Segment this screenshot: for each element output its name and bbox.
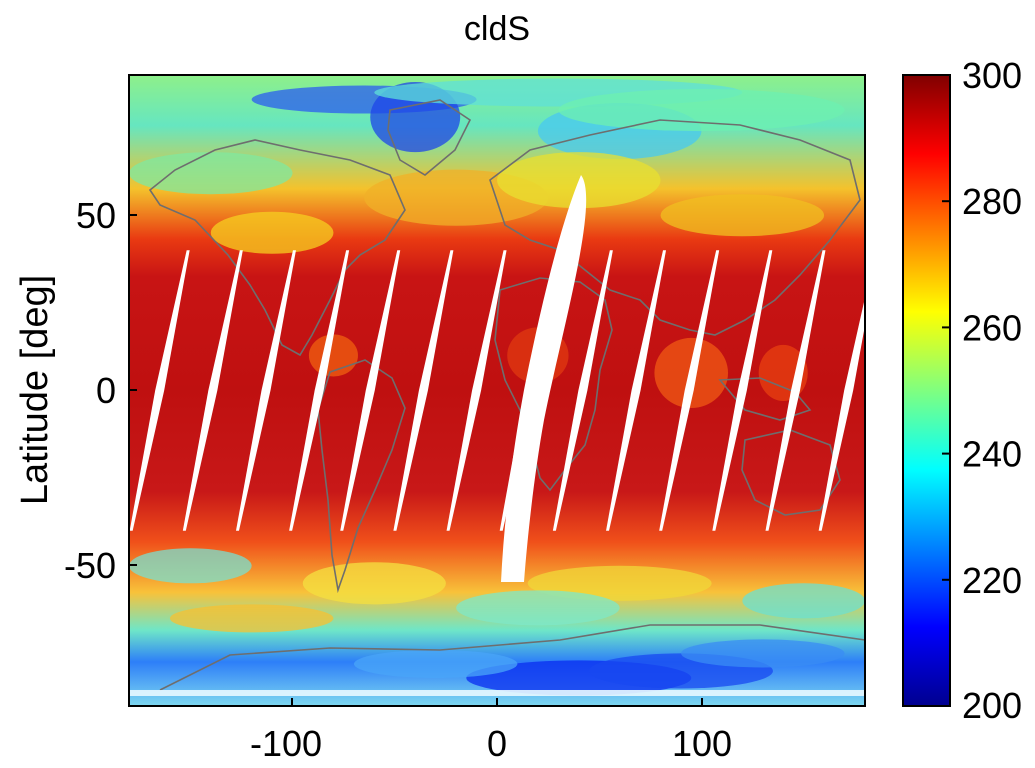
colorbar-tick-label: 300 bbox=[962, 55, 1022, 96]
chart-title: cldS bbox=[464, 10, 530, 48]
heatmap-patch bbox=[169, 604, 334, 633]
colorbar-tick-label: 240 bbox=[962, 434, 1022, 475]
plot-area bbox=[129, 75, 865, 706]
heatmap-patch bbox=[742, 583, 865, 619]
swath-gap-large bbox=[501, 175, 587, 582]
heatmap-patch bbox=[681, 639, 845, 668]
heatmap-patch bbox=[302, 562, 446, 605]
x-axis: -100 0 100 bbox=[250, 698, 732, 764]
colorbar-tick-label: 260 bbox=[962, 307, 1022, 348]
coastline-greenland bbox=[387, 99, 472, 176]
heatmap-patch bbox=[497, 152, 661, 209]
heatmap-patch bbox=[456, 590, 620, 626]
coastline-antarctica bbox=[159, 624, 865, 691]
y-tick-label: 0 bbox=[96, 370, 116, 411]
heatmap-patch bbox=[660, 194, 825, 237]
swath-gap bbox=[393, 250, 454, 531]
x-tick-label: 100 bbox=[672, 723, 732, 764]
heatmap-patch bbox=[558, 89, 845, 132]
colorbar-ticks: 300 280 260 240 220 200 bbox=[942, 55, 1022, 726]
coastline-south-america bbox=[317, 359, 406, 594]
swath-gap bbox=[552, 250, 613, 531]
swath-gap bbox=[712, 250, 773, 531]
swath-gaps bbox=[129, 250, 865, 531]
swath-gap bbox=[340, 250, 401, 531]
x-tick-label: -100 bbox=[250, 723, 322, 764]
coastline-africa bbox=[494, 277, 613, 492]
missing-data-row bbox=[129, 690, 865, 696]
colorbar-tick-label: 280 bbox=[962, 181, 1022, 222]
coastline-maritime-continent bbox=[718, 377, 812, 421]
swath-gap bbox=[446, 250, 507, 531]
heatmap-patch bbox=[527, 565, 712, 601]
y-tick-label: 50 bbox=[76, 195, 116, 236]
heatmap-patch bbox=[353, 649, 518, 678]
heatmap-patch bbox=[129, 548, 252, 584]
colorbar-gradient bbox=[902, 74, 951, 707]
y-axis-label: Latitude [deg] bbox=[14, 275, 56, 505]
x-tick-label: 0 bbox=[487, 723, 507, 764]
colorbar-tick-label: 200 bbox=[962, 685, 1022, 726]
colorbar-tick-label: 220 bbox=[962, 560, 1022, 601]
y-axis: 50 0 -50 bbox=[64, 195, 137, 586]
colorbar: 300 280 260 240 220 200 bbox=[902, 55, 1022, 726]
swath-gap bbox=[765, 250, 826, 531]
swath-gap bbox=[818, 297, 865, 531]
coastline-australia bbox=[741, 429, 841, 516]
swath-gap bbox=[129, 250, 190, 531]
swath-gap bbox=[606, 250, 667, 531]
y-tick-label: -50 bbox=[64, 545, 116, 586]
swath-gap bbox=[289, 250, 350, 531]
swath-gap bbox=[659, 250, 720, 531]
heatmap-patch bbox=[129, 152, 293, 195]
swath-gap bbox=[235, 250, 296, 531]
heatmap-patches bbox=[129, 78, 865, 696]
swath-gap bbox=[182, 250, 243, 531]
heatmap-patch bbox=[210, 211, 334, 254]
